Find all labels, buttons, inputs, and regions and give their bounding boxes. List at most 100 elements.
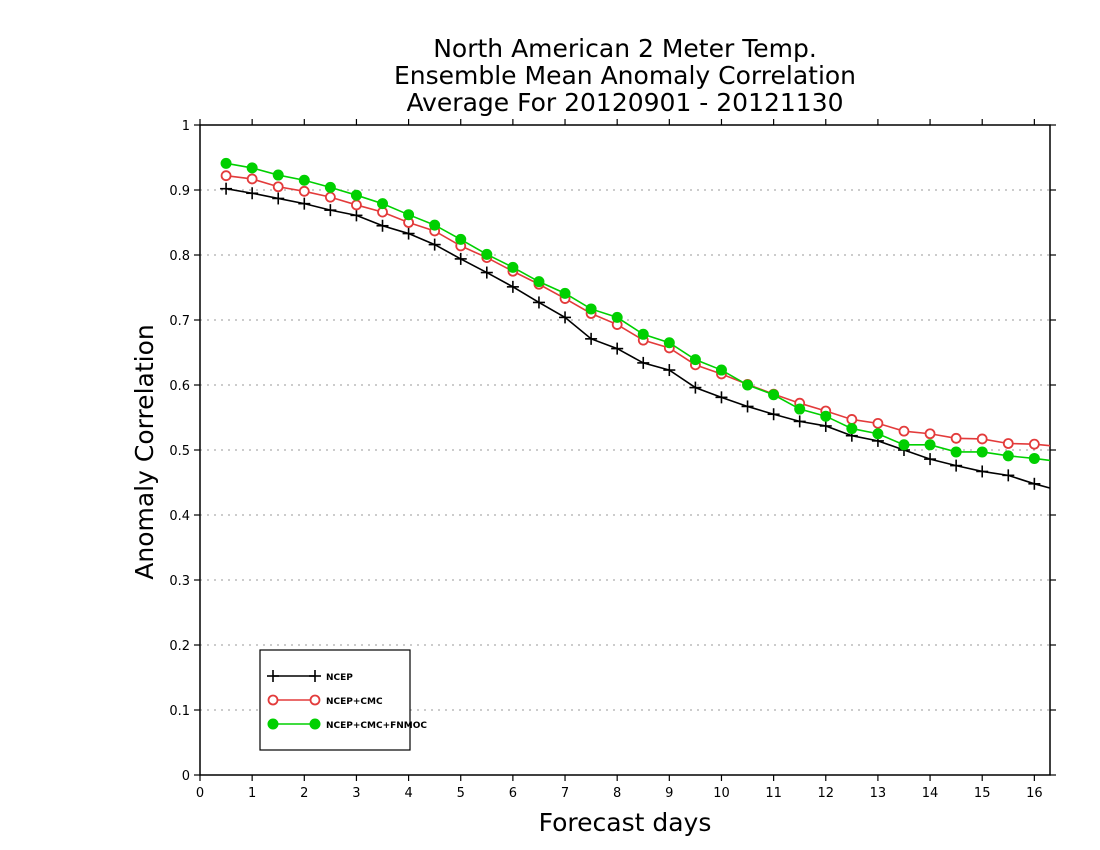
data-point: [272, 169, 284, 181]
x-tick-label: 12: [817, 786, 834, 801]
y-tick-label: 0.1: [169, 704, 190, 719]
data-point: [246, 173, 258, 185]
series-line-2: [225, 174, 1050, 447]
data-point: [768, 389, 780, 401]
y-axis-label: Anomaly Correlation: [130, 324, 159, 580]
data-point: [298, 174, 310, 186]
data-point: [611, 311, 623, 323]
data-point: [1002, 469, 1015, 482]
x-tick-label: 6: [509, 786, 517, 801]
legend-marker: [267, 670, 279, 682]
x-tick-label: 2: [300, 786, 308, 801]
data-point: [924, 453, 937, 466]
data-point: [559, 311, 572, 324]
data-point: [454, 252, 467, 265]
data-point: [741, 400, 754, 413]
data-point: [872, 428, 884, 440]
data-point: [715, 391, 728, 404]
data-point: [403, 209, 415, 221]
data-point: [924, 428, 936, 440]
x-tick-label: 13: [870, 786, 887, 801]
x-tick-label: 7: [561, 786, 569, 801]
legend-marker: [267, 694, 279, 706]
data-point: [481, 248, 493, 260]
data-point: [272, 181, 284, 193]
data-point: [377, 198, 389, 210]
data-point: [220, 157, 232, 169]
chart-title-line-1: North American 2 Meter Temp.: [433, 34, 817, 63]
legend-label: NCEP: [326, 673, 353, 683]
legend-marker: [309, 718, 321, 730]
data-point: [324, 181, 336, 193]
data-point: [950, 432, 962, 444]
data-point: [324, 204, 337, 217]
data-point: [689, 354, 701, 366]
data-point: [376, 219, 389, 232]
data-point: [506, 280, 519, 293]
data-point: [742, 379, 754, 391]
x-tick-label: 4: [404, 786, 412, 801]
data-point: [1028, 452, 1040, 464]
data-point: [820, 410, 832, 422]
chart-title-line-2: Ensemble Mean Anomaly Correlation: [393, 61, 857, 90]
data-point: [1056, 442, 1065, 451]
data-point: [1054, 485, 1066, 497]
data-point: [1028, 438, 1040, 450]
x-tick-label: 15: [974, 786, 991, 801]
y-tick-label: 0.5: [169, 444, 190, 459]
data-point: [898, 425, 910, 437]
y-tick-label: 0.7: [169, 314, 190, 329]
x-axis-label: Forecast days: [538, 808, 712, 837]
data-point: [585, 303, 597, 315]
legend-label: NCEP+CMC+FNMOC: [326, 721, 427, 731]
data-point: [663, 337, 675, 349]
y-tick-label: 0.3: [169, 574, 190, 589]
x-tick-label: 8: [613, 786, 621, 801]
series-line-3: [225, 162, 1050, 462]
data-point: [898, 439, 910, 451]
legend-marker: [267, 718, 279, 730]
x-tick-label: 10: [713, 786, 730, 801]
data-point: [1002, 438, 1014, 449]
x-tick-label: 3: [352, 786, 360, 801]
data-point: [350, 189, 362, 201]
data-point: [846, 414, 858, 425]
data-point: [715, 364, 727, 376]
data-point: [507, 261, 519, 273]
data-point: [794, 403, 806, 415]
data-point: [689, 381, 702, 394]
data-point: [976, 433, 988, 445]
data-point: [637, 328, 649, 340]
series-group: [220, 157, 1066, 497]
data-point: [298, 185, 310, 197]
data-point: [480, 266, 493, 279]
data-point: [767, 408, 780, 421]
y-tick-label: 0.9: [169, 184, 190, 199]
data-point: [532, 296, 545, 309]
data-point: [298, 197, 311, 210]
y-tick-label: 1: [182, 119, 190, 134]
legend: NCEP NCEP+CMC NCEP+CMC+FNMOC: [259, 649, 427, 751]
y-tick-label: 0.4: [169, 509, 190, 524]
data-point: [1055, 457, 1065, 467]
x-tick-label: 16: [1026, 786, 1043, 801]
data-point: [246, 187, 259, 200]
data-point: [950, 459, 963, 472]
y-tick-label: 0.6: [169, 379, 190, 394]
y-tick-label: 0.2: [169, 639, 190, 654]
legend-marker: [309, 694, 321, 706]
data-point: [637, 356, 650, 369]
data-point: [1002, 450, 1014, 462]
data-point: [455, 233, 467, 245]
chart-title-line-3: Average For 20120901 - 20121130: [406, 88, 844, 117]
data-point: [220, 182, 233, 195]
y-tick-label: 0.8: [169, 249, 190, 264]
data-point: [663, 364, 676, 377]
x-tick-label: 5: [457, 786, 465, 801]
data-point: [429, 219, 441, 231]
data-point: [585, 332, 598, 345]
x-tick-label: 11: [765, 786, 782, 801]
legend-marker: [309, 670, 321, 682]
x-tick-label: 9: [665, 786, 673, 801]
